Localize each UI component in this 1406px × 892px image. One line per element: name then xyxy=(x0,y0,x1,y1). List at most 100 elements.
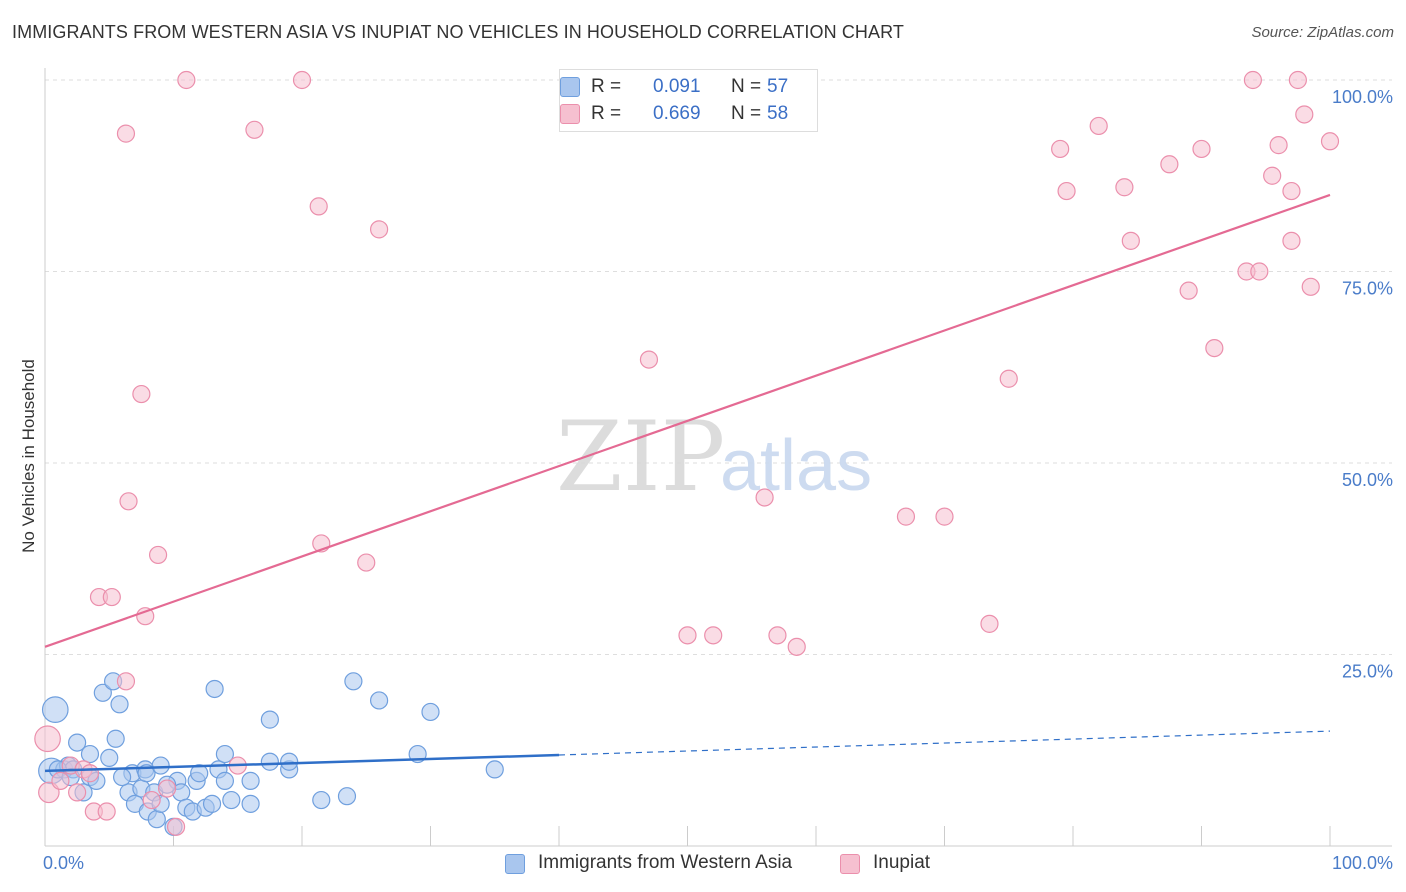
data-point-inupiat xyxy=(1160,155,1179,174)
legend-n-value: 58 xyxy=(767,103,789,124)
y-tick-label: 25.0% xyxy=(1342,662,1393,682)
data-point-immigrants-western-asia xyxy=(260,752,279,771)
data-point-inupiat xyxy=(1288,70,1307,90)
data-point-inupiat xyxy=(357,553,376,572)
data-point-immigrants-western-asia xyxy=(151,756,170,775)
data-point-inupiat xyxy=(1179,281,1198,300)
data-point-inupiat xyxy=(1282,231,1301,250)
data-point-inupiat xyxy=(1089,116,1108,136)
data-point-inupiat xyxy=(1205,339,1224,358)
data-point-inupiat xyxy=(132,384,151,404)
y-axis-label: No Vehicles in Household xyxy=(19,359,38,553)
data-point-immigrants-western-asia xyxy=(222,790,241,810)
series-legend-label-pink: Inupiat xyxy=(873,852,931,873)
data-point-immigrants-western-asia xyxy=(421,702,440,722)
data-point-immigrants-western-asia xyxy=(344,672,363,691)
data-point-immigrants-western-asia xyxy=(205,679,224,699)
data-point-inupiat xyxy=(1263,166,1282,185)
x-tick-label-max: 100.0% xyxy=(1332,853,1393,873)
data-point-inupiat xyxy=(1192,139,1211,159)
legend-swatch-pink xyxy=(560,104,580,124)
data-point-inupiat xyxy=(68,783,87,802)
data-point-inupiat xyxy=(245,120,264,139)
data-point-immigrants-western-asia xyxy=(190,764,209,783)
watermark-zip: ZIP xyxy=(556,401,725,513)
y-tick-label: 100.0% xyxy=(1332,87,1393,107)
data-point-inupiat xyxy=(896,507,916,526)
data-point-inupiat xyxy=(148,545,168,565)
data-point-inupiat xyxy=(80,764,100,783)
data-point-inupiat xyxy=(1051,139,1070,159)
data-point-inupiat xyxy=(768,626,787,645)
data-point-inupiat xyxy=(1243,70,1263,90)
watermark: ZIP atlas xyxy=(556,401,872,513)
stats-legend: R = 0.091 N = 57 R = 0.669 N = 58 xyxy=(559,69,818,132)
data-point-inupiat xyxy=(51,771,70,790)
data-point-inupiat xyxy=(116,672,136,691)
data-point-immigrants-western-asia xyxy=(241,794,260,813)
tick-labels: 25.0% 50.0% 75.0% 100.0% 0.0% 100.0% xyxy=(43,87,1393,873)
x-tick-label-min: 0.0% xyxy=(43,853,84,873)
series-legend-swatch-blue xyxy=(505,854,525,874)
data-point-inupiat xyxy=(1057,181,1076,201)
data-point-immigrants-western-asia xyxy=(280,752,299,771)
data-point-immigrants-western-asia xyxy=(147,810,166,829)
data-point-immigrants-western-asia xyxy=(41,696,69,724)
data-point-inupiat xyxy=(1320,132,1340,151)
data-point-immigrants-western-asia xyxy=(312,790,331,810)
series-inupiat xyxy=(34,70,1340,836)
data-point-inupiat xyxy=(639,350,659,369)
data-point-inupiat xyxy=(980,614,999,633)
legend-r-value: 0.091 xyxy=(653,76,701,97)
data-point-inupiat xyxy=(142,790,161,810)
data-point-inupiat xyxy=(1295,105,1314,124)
data-point-inupiat xyxy=(157,779,177,798)
chart-title: IMMIGRANTS FROM WESTERN ASIA VS INUPIAT … xyxy=(12,22,904,42)
series-legend-label-blue: Immigrants from Western Asia xyxy=(538,852,793,873)
data-point-immigrants-western-asia xyxy=(93,683,112,702)
data-point-inupiat xyxy=(116,124,136,143)
data-point-inupiat xyxy=(678,626,697,645)
data-point-immigrants-western-asia xyxy=(241,771,260,790)
data-point-inupiat xyxy=(309,197,328,216)
data-point-immigrants-western-asia xyxy=(202,794,222,813)
y-tick-label: 75.0% xyxy=(1342,279,1393,299)
legend-swatch-blue xyxy=(560,77,580,97)
data-point-immigrants-western-asia xyxy=(112,767,132,787)
trend-line-immigrants-western-asia-extrapolated xyxy=(558,730,1331,756)
data-point-inupiat xyxy=(1115,178,1134,197)
y-tick-label: 50.0% xyxy=(1342,470,1393,490)
data-point-inupiat xyxy=(370,220,389,239)
data-point-inupiat xyxy=(999,369,1018,388)
legend-r-label: R = xyxy=(591,103,622,124)
data-point-immigrants-western-asia xyxy=(260,710,279,729)
data-point-immigrants-western-asia xyxy=(337,787,357,806)
data-point-inupiat xyxy=(1301,277,1320,296)
data-point-inupiat xyxy=(119,492,138,511)
data-point-immigrants-western-asia xyxy=(110,695,129,714)
data-point-inupiat xyxy=(34,725,61,753)
legend-r-label: R = xyxy=(591,76,622,97)
trend-lines xyxy=(44,193,1331,773)
data-point-inupiat xyxy=(1121,231,1140,250)
data-point-immigrants-western-asia xyxy=(106,729,125,748)
trend-line-immigrants-western-asia xyxy=(44,753,560,773)
data-point-inupiat xyxy=(935,507,954,526)
data-point-inupiat xyxy=(704,626,723,645)
data-point-inupiat xyxy=(755,488,774,507)
data-point-inupiat xyxy=(1250,262,1269,281)
legend-r-value: 0.669 xyxy=(653,103,701,124)
data-point-immigrants-western-asia xyxy=(80,744,100,764)
data-point-immigrants-western-asia xyxy=(68,733,87,752)
data-point-inupiat xyxy=(1269,136,1288,155)
series-legend: Immigrants from Western Asia Inupiat xyxy=(0,852,1406,876)
data-point-inupiat xyxy=(1282,181,1301,201)
data-point-inupiat xyxy=(166,817,186,836)
data-point-inupiat xyxy=(97,802,116,821)
series-legend-swatch-pink xyxy=(840,854,860,874)
data-point-inupiat xyxy=(787,637,806,656)
data-point-inupiat xyxy=(292,70,312,90)
data-point-immigrants-western-asia xyxy=(370,691,389,710)
data-point-immigrants-western-asia xyxy=(485,760,504,779)
